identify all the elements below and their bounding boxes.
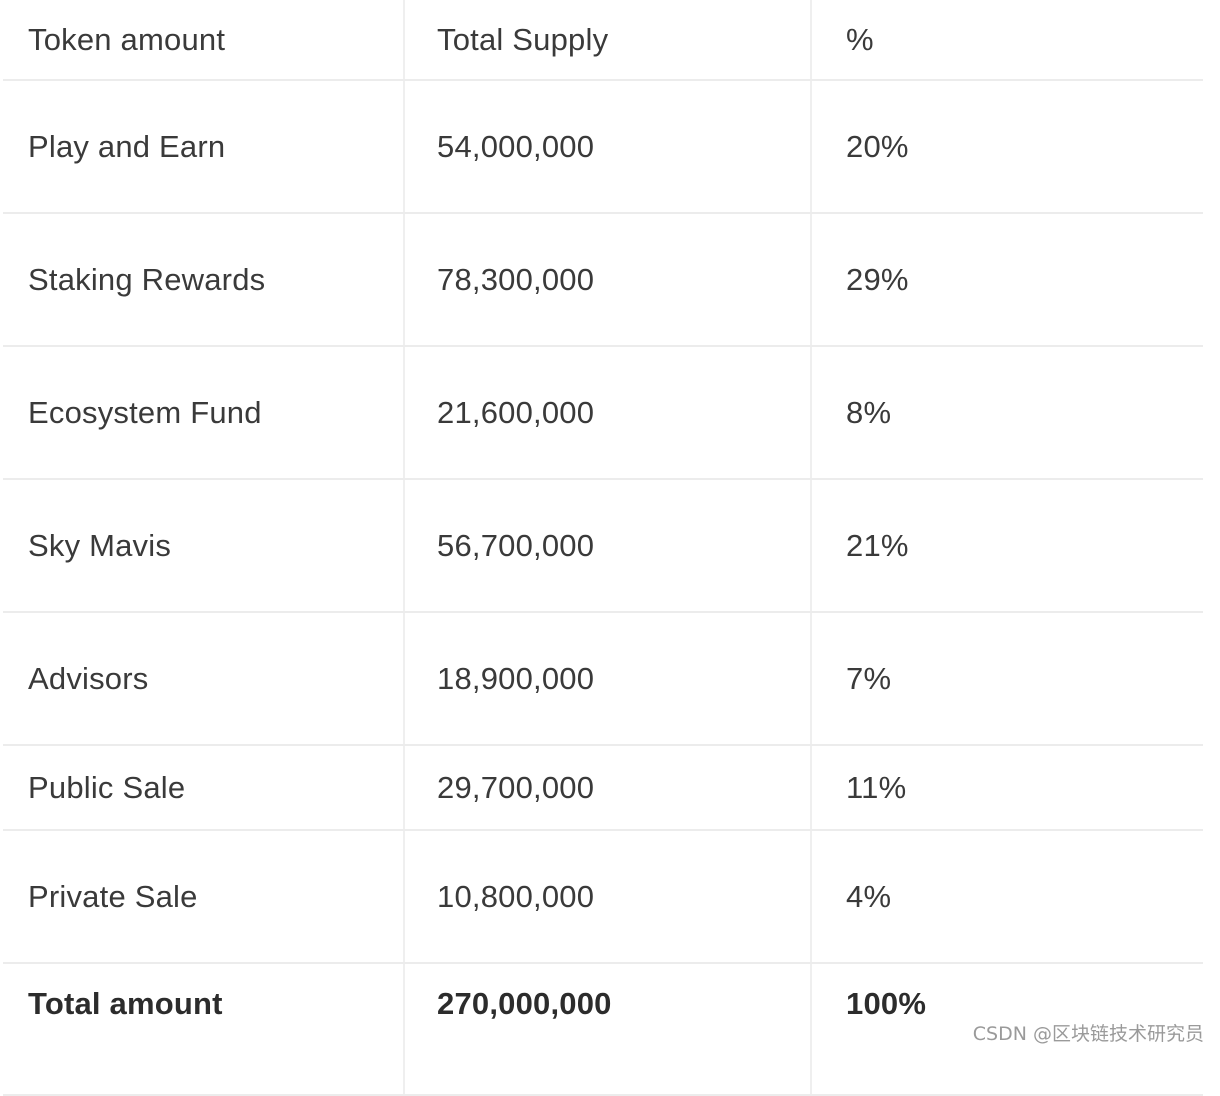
table-header-row: Token amount Total Supply % bbox=[3, 0, 1203, 81]
row-supply: 18,900,000 bbox=[405, 613, 812, 744]
row-supply: 54,000,000 bbox=[405, 81, 812, 212]
row-supply: 21,600,000 bbox=[405, 347, 812, 478]
row-name: Sky Mavis bbox=[3, 480, 405, 611]
total-supply: 270,000,000 bbox=[405, 964, 812, 1094]
table-row: Private Sale 10,800,000 4% bbox=[3, 831, 1203, 964]
row-name: Staking Rewards bbox=[3, 214, 405, 345]
row-percent: 11% bbox=[846, 769, 907, 805]
row-name: Ecosystem Fund bbox=[3, 347, 405, 478]
row-percent: 21% bbox=[846, 527, 909, 563]
row-percent: 29% bbox=[846, 261, 909, 297]
table-row: Sky Mavis 56,700,000 21% bbox=[3, 480, 1203, 613]
header-percent: % bbox=[846, 21, 874, 57]
row-name: Private Sale bbox=[3, 831, 405, 962]
row-name: Play and Earn bbox=[3, 81, 405, 212]
row-name: Advisors bbox=[3, 613, 405, 744]
table-row: Ecosystem Fund 21,600,000 8% bbox=[3, 347, 1203, 480]
row-supply: 78,300,000 bbox=[405, 214, 812, 345]
total-name: Total amount bbox=[3, 964, 405, 1094]
row-percent: 7% bbox=[846, 660, 892, 696]
header-total-supply: Total Supply bbox=[405, 0, 812, 79]
table-row: Play and Earn 54,000,000 20% bbox=[3, 81, 1203, 214]
row-supply: 56,700,000 bbox=[405, 480, 812, 611]
header-token-amount: Token amount bbox=[3, 0, 405, 79]
table-row: Public Sale 29,700,000 11% bbox=[3, 746, 1203, 831]
row-percent: 8% bbox=[846, 394, 892, 430]
total-percent: 100% bbox=[846, 986, 927, 1021]
token-allocation-table: Token amount Total Supply % Play and Ear… bbox=[3, 0, 1203, 1096]
row-percent: 4% bbox=[846, 878, 892, 914]
table-row: Advisors 18,900,000 7% bbox=[3, 613, 1203, 746]
row-percent: 20% bbox=[846, 128, 909, 164]
row-supply: 29,700,000 bbox=[405, 746, 812, 829]
watermark: CSDN @区块链技术研究员 bbox=[972, 1023, 1204, 1045]
row-supply: 10,800,000 bbox=[405, 831, 812, 962]
row-name: Public Sale bbox=[3, 746, 405, 829]
table-row: Staking Rewards 78,300,000 29% bbox=[3, 214, 1203, 347]
